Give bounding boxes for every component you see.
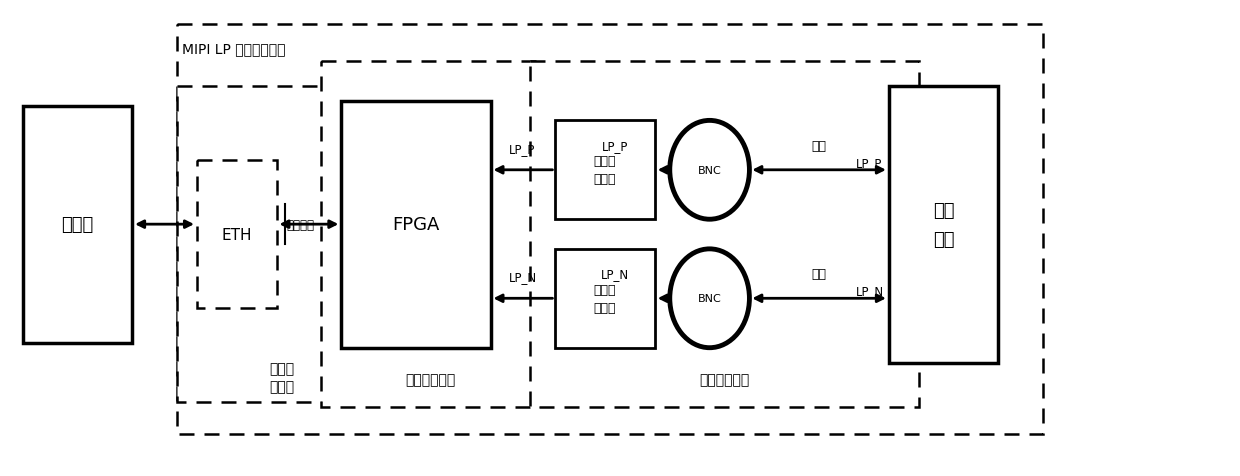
- Text: 信号处
理电路: 信号处 理电路: [594, 283, 616, 314]
- Text: FPGA: FPGA: [392, 216, 440, 234]
- Text: 探头: 探头: [812, 140, 827, 153]
- Ellipse shape: [670, 121, 749, 220]
- Text: ETH: ETH: [222, 227, 252, 242]
- Text: 信号采集单元: 信号采集单元: [405, 373, 456, 387]
- Text: BNC: BNC: [698, 294, 722, 304]
- Bar: [177, 87, 386, 402]
- Text: LP_N: LP_N: [601, 268, 629, 281]
- Text: LP_P: LP_P: [601, 140, 629, 153]
- Bar: [197, 160, 277, 308]
- Text: 探头: 探头: [812, 268, 827, 281]
- Bar: [341, 101, 491, 348]
- Text: 信号处
理电路: 信号处 理电路: [594, 155, 616, 186]
- Text: 上位机: 上位机: [61, 216, 93, 234]
- Bar: [177, 24, 1043, 434]
- Text: LP_N: LP_N: [508, 271, 537, 284]
- Text: 网络信号: 网络信号: [286, 218, 315, 231]
- Bar: [22, 106, 133, 343]
- Text: 信号传
输单元: 信号传 输单元: [269, 361, 294, 394]
- Bar: [889, 87, 998, 363]
- Ellipse shape: [670, 249, 749, 348]
- Text: 被测
模组: 被测 模组: [932, 201, 955, 248]
- Text: LP_P: LP_P: [510, 143, 536, 156]
- Bar: [531, 62, 919, 407]
- Text: MIPI LP 信号测试系统: MIPI LP 信号测试系统: [182, 42, 285, 56]
- Text: 信号接收单元: 信号接收单元: [699, 373, 750, 387]
- Text: LP_N: LP_N: [856, 284, 884, 297]
- Bar: [556, 121, 655, 220]
- Bar: [556, 249, 655, 348]
- Bar: [321, 62, 541, 407]
- Text: LP_P: LP_P: [856, 157, 883, 170]
- Text: BNC: BNC: [698, 166, 722, 176]
